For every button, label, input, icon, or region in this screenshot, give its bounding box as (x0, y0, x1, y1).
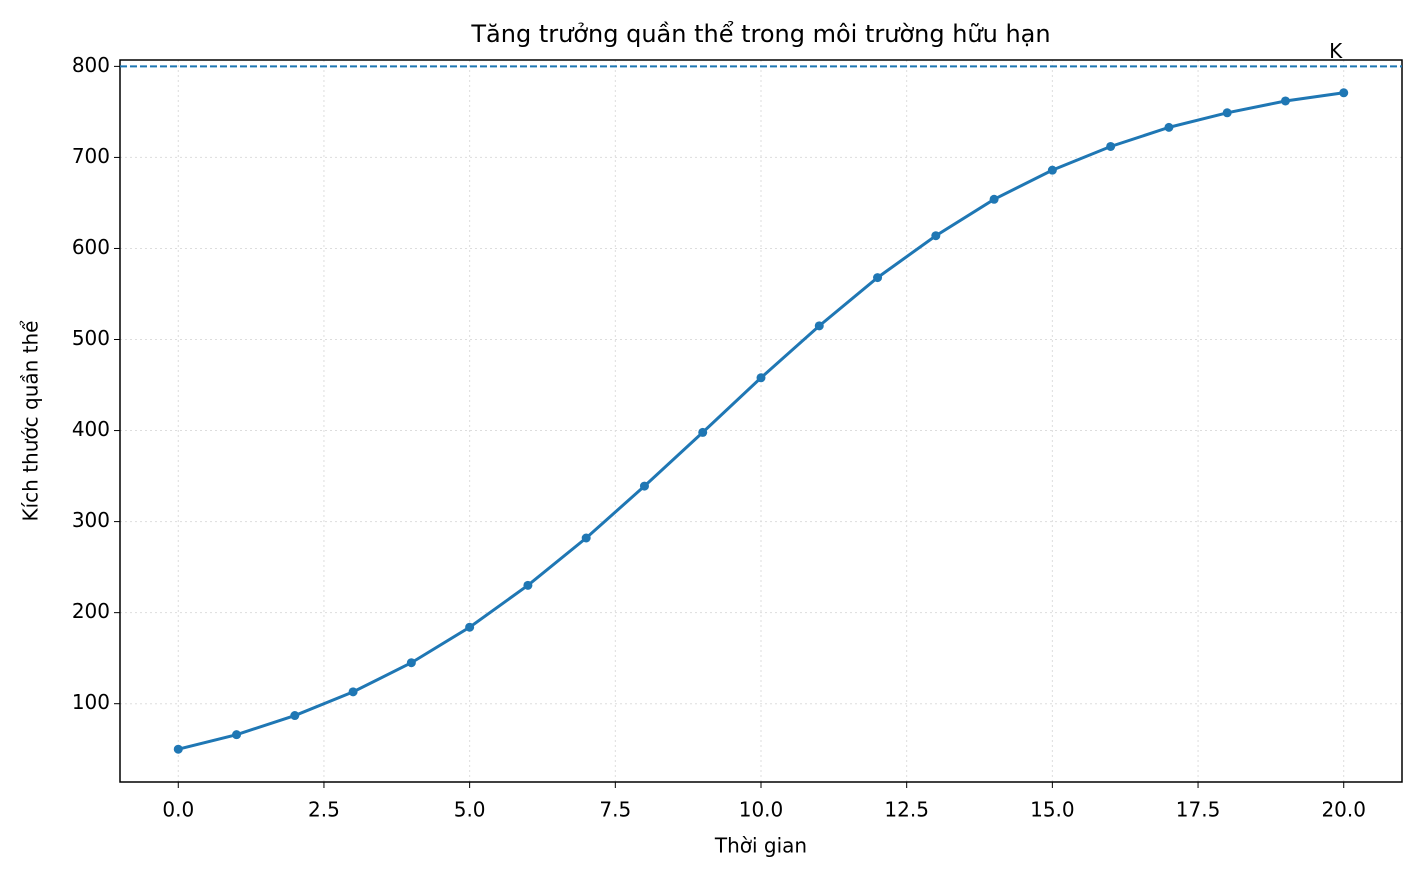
x-tick-label: 2.5 (308, 798, 340, 822)
x-tick-label: 15.0 (1030, 798, 1075, 822)
reference-label: K (1329, 39, 1343, 63)
y-axis-label: Kích thước quần thể (19, 320, 43, 522)
data-point (232, 730, 242, 740)
y-tick-label: 100 (72, 690, 110, 714)
data-point (698, 427, 708, 437)
data-point (1339, 88, 1349, 98)
data-point (1164, 122, 1174, 132)
y-tick-label: 300 (72, 508, 110, 532)
data-point (465, 622, 475, 632)
y-tick-label: 600 (72, 235, 110, 259)
data-point (639, 481, 649, 491)
data-point (1222, 108, 1232, 118)
y-tick-label: 500 (72, 326, 110, 350)
y-tick-label: 800 (72, 53, 110, 77)
data-point (173, 744, 183, 754)
data-point (581, 533, 591, 543)
x-tick-label: 7.5 (599, 798, 631, 822)
x-tick-label: 17.5 (1176, 798, 1221, 822)
x-tick-label: 20.0 (1321, 798, 1366, 822)
x-axis-label: Thời gian (714, 834, 807, 858)
data-point (814, 321, 824, 331)
data-point (348, 687, 358, 697)
data-point (523, 580, 533, 590)
x-tick-label: 12.5 (884, 798, 929, 822)
y-tick-label: 400 (72, 417, 110, 441)
y-tick-label: 200 (72, 599, 110, 623)
data-point (290, 711, 300, 721)
y-tick-label: 700 (72, 144, 110, 168)
data-point (1047, 165, 1057, 175)
data-point (873, 273, 883, 283)
x-tick-label: 5.0 (454, 798, 486, 822)
data-point (1280, 96, 1290, 106)
data-point (1106, 141, 1116, 151)
data-point (406, 658, 416, 668)
data-point (756, 373, 766, 383)
plot-frame (119, 59, 1403, 783)
chart-title: Tăng trưởng quần thể trong môi trường hữ… (470, 20, 1050, 48)
data-point (989, 194, 999, 204)
x-tick-label: 10.0 (739, 798, 784, 822)
x-tick-label: 0.0 (162, 798, 194, 822)
data-point (931, 231, 941, 241)
